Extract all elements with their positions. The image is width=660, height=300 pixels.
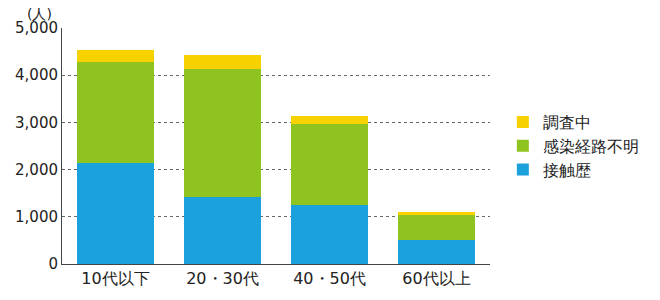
svg-text:4,000: 4,000 [15,66,58,84]
svg-text:0: 0 [48,255,58,273]
svg-text:3,000: 3,000 [15,114,58,132]
svg-text:1,000: 1,000 [15,208,58,226]
svg-text:5,000: 5,000 [15,19,58,37]
svg-text:調査中: 調査中 [543,113,591,132]
svg-text:40・50代: 40・50代 [293,269,366,288]
svg-text:2,000: 2,000 [15,161,58,179]
svg-text:60代以上: 60代以上 [402,269,470,288]
svg-text:20・30代: 20・30代 [186,269,259,288]
svg-text:(人): (人) [27,6,52,22]
svg-text:10代以下: 10代以下 [81,269,149,288]
svg-text:感染経路不明: 感染経路不明 [543,137,639,156]
svg-text:接触歴: 接触歴 [543,161,591,180]
